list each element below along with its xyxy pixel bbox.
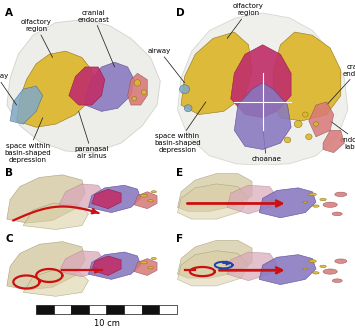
Text: olfactory
region: olfactory region [21,19,53,57]
Bar [36,305,54,314]
Polygon shape [7,241,85,290]
Circle shape [320,198,326,201]
Circle shape [302,112,308,117]
Text: paranasal
air sinus: paranasal air sinus [75,112,109,159]
Circle shape [141,90,147,95]
Polygon shape [259,255,316,285]
Circle shape [151,258,157,260]
Polygon shape [88,185,141,212]
Polygon shape [227,252,277,281]
Polygon shape [178,240,252,278]
Text: 10 cm: 10 cm [94,319,119,328]
Circle shape [140,194,148,197]
Circle shape [306,134,312,140]
Circle shape [151,191,157,193]
Polygon shape [181,32,252,115]
Circle shape [323,202,337,207]
Polygon shape [10,86,43,124]
Circle shape [148,200,153,202]
Polygon shape [17,51,95,127]
Circle shape [313,272,319,274]
Text: F: F [176,234,183,244]
Polygon shape [227,185,277,214]
Circle shape [332,279,342,283]
Bar [106,305,124,314]
Circle shape [184,105,192,112]
Bar [71,305,89,314]
Text: A: A [5,8,13,18]
Circle shape [323,269,337,274]
Polygon shape [309,102,334,137]
Polygon shape [134,192,157,209]
Polygon shape [231,45,291,118]
Circle shape [284,137,291,143]
Text: olfactory
region: olfactory region [227,3,264,38]
Polygon shape [59,184,105,210]
Circle shape [332,212,342,216]
Polygon shape [234,83,291,150]
Polygon shape [178,174,252,211]
Polygon shape [178,251,248,286]
Circle shape [308,260,316,263]
Polygon shape [59,251,105,277]
Circle shape [148,267,153,269]
Text: endosseous
labyrinth: endosseous labyrinth [330,121,355,150]
Polygon shape [88,252,141,279]
Polygon shape [178,184,248,219]
Circle shape [303,268,308,270]
Bar [54,305,71,314]
Circle shape [294,121,302,128]
Text: airway: airway [148,48,185,83]
Circle shape [134,79,141,86]
Polygon shape [273,32,341,121]
Polygon shape [178,13,348,165]
Polygon shape [92,256,121,276]
Polygon shape [23,203,88,229]
Text: choanae: choanae [251,127,281,162]
Circle shape [335,192,347,197]
Circle shape [308,193,316,196]
Polygon shape [69,67,105,105]
Text: airway: airway [0,73,17,105]
Circle shape [313,122,318,126]
Circle shape [335,259,347,264]
Text: D: D [176,8,184,18]
Bar [142,305,159,314]
Circle shape [320,265,326,268]
Polygon shape [7,175,85,223]
Circle shape [132,97,136,101]
Text: E: E [176,168,183,178]
Polygon shape [128,73,147,105]
Polygon shape [134,259,157,276]
Text: cranial
endocast: cranial endocast [327,64,355,105]
Polygon shape [85,62,134,112]
Circle shape [303,201,308,203]
Bar [124,305,142,314]
Circle shape [180,85,190,94]
Text: C: C [5,234,13,244]
Polygon shape [92,189,121,209]
Text: B: B [5,168,13,178]
Polygon shape [23,270,88,296]
Circle shape [313,205,319,207]
Text: cranial
endocast: cranial endocast [77,10,115,67]
Polygon shape [7,19,160,153]
Text: space within
basin-shaped
depression: space within basin-shaped depression [5,118,51,163]
Text: space within
basin-shaped
depression: space within basin-shaped depression [154,102,206,153]
Bar [89,305,106,314]
Polygon shape [323,131,344,153]
Bar [159,305,177,314]
Polygon shape [259,188,316,218]
Circle shape [140,261,148,264]
